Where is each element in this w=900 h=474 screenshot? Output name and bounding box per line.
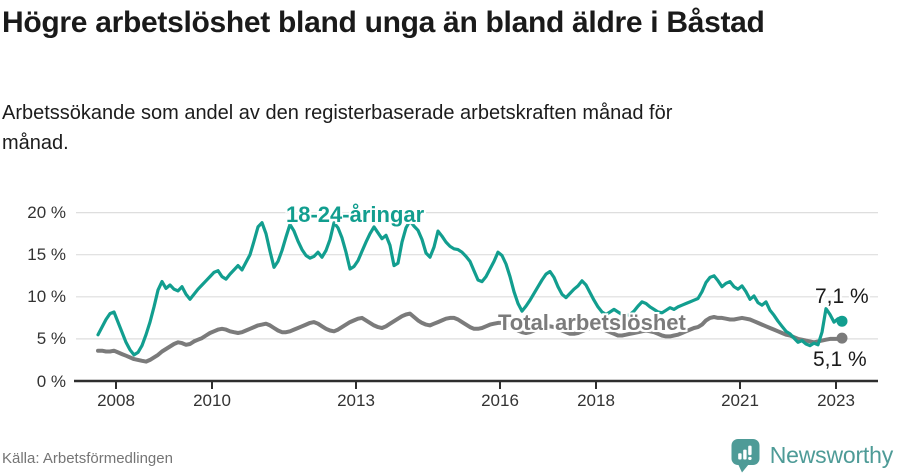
source-credit: Källa: Arbetsförmedlingen xyxy=(2,450,173,467)
newsworthy-logo: Newsworthy xyxy=(730,437,893,473)
x-tick-label: 2023 xyxy=(817,391,855,410)
y-tick-label: 5 % xyxy=(36,329,66,348)
page-subtitle: Arbetssökande som andel av den registerb… xyxy=(2,102,673,154)
x-tick-label: 2018 xyxy=(577,391,615,410)
y-tick-label: 10 % xyxy=(27,287,66,306)
series-line-1 xyxy=(96,311,844,364)
y-tick-label: 15 % xyxy=(27,245,66,264)
series-label-18-24: 18-24-åringar xyxy=(286,202,425,227)
y-tick-label: 20 % xyxy=(27,203,66,222)
x-tick-label: 2013 xyxy=(337,391,375,410)
x-tick-label: 2008 xyxy=(97,391,135,410)
x-tick-label: 2010 xyxy=(193,391,231,410)
end-value-label-total: 5,1 % xyxy=(813,348,867,371)
page-title: Högre arbetslöshet bland unga än bland ä… xyxy=(2,6,765,39)
y-tick-label: 0 % xyxy=(36,372,66,391)
series-label-total: Total arbetslöshet xyxy=(498,310,686,335)
series-end-dot-1 xyxy=(836,332,848,344)
x-tick-label: 2016 xyxy=(481,391,519,410)
end-value-label-18-24: 7,1 % xyxy=(815,285,869,308)
x-tick-label: 2021 xyxy=(721,391,759,410)
newsworthy-wordmark: Newsworthy xyxy=(769,441,893,468)
series-end-dot-0 xyxy=(836,315,848,327)
series-line-0 xyxy=(96,219,844,357)
newsworthy-bubble-chart-icon xyxy=(731,439,760,473)
